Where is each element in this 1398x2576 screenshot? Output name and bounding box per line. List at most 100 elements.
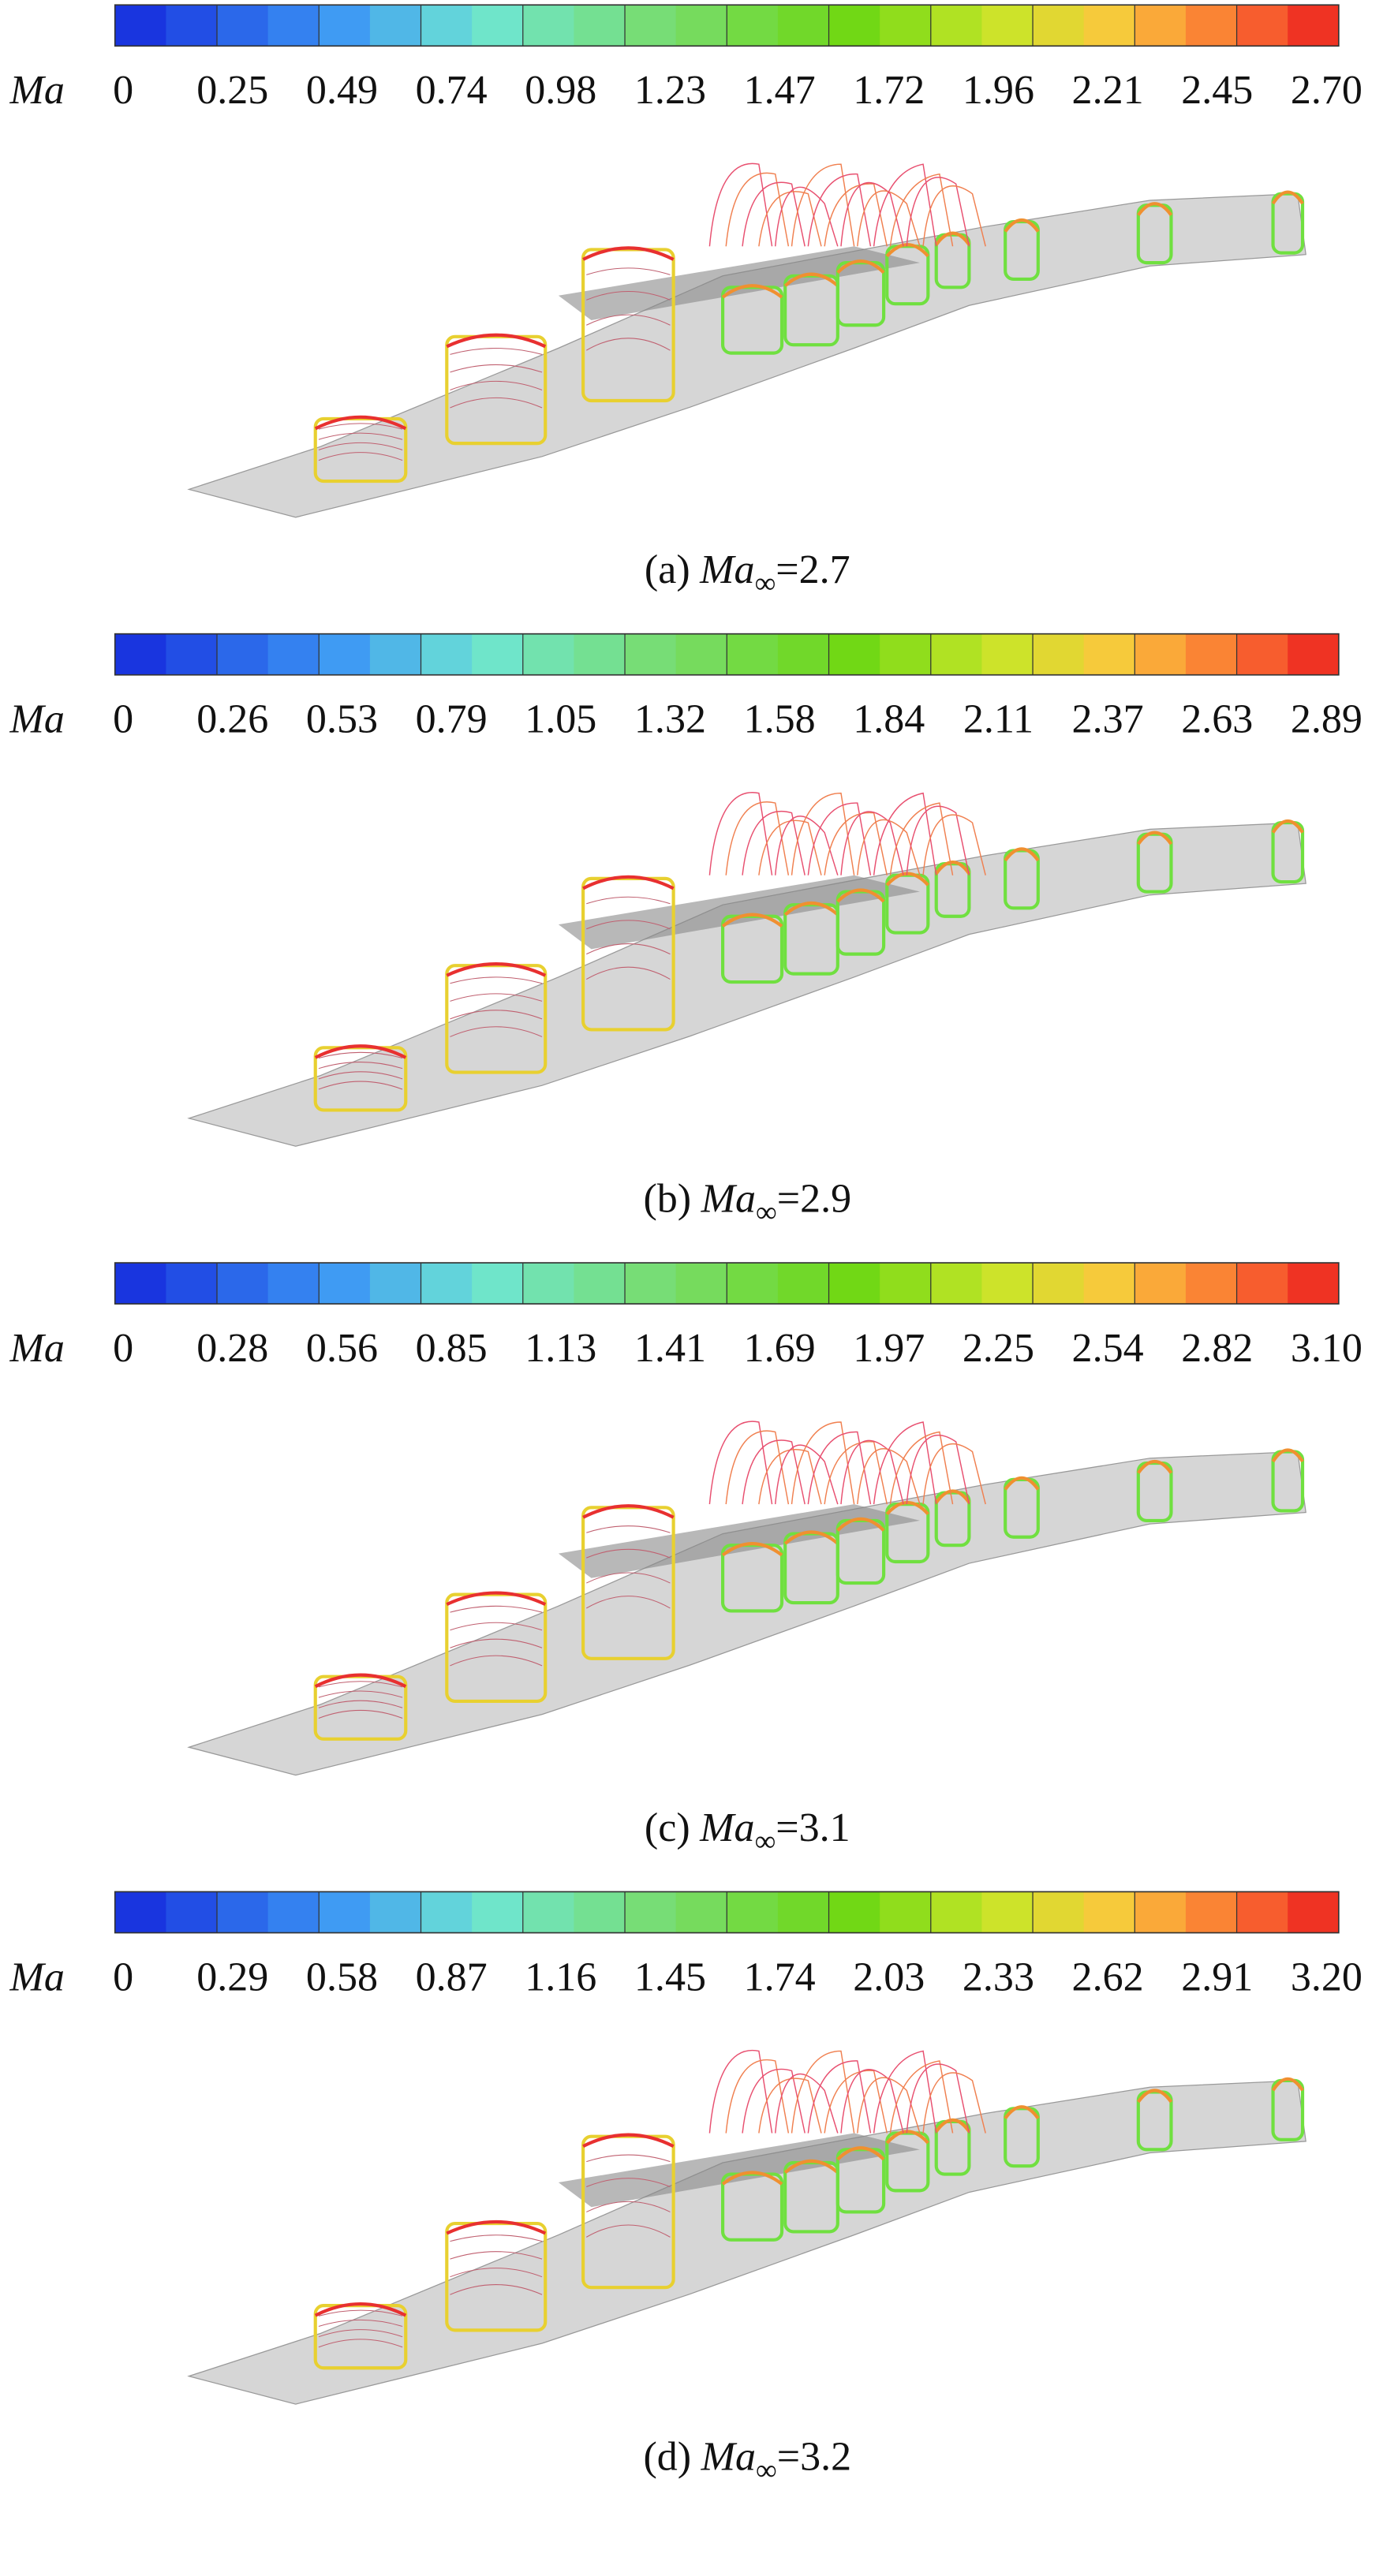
colorbar-band [369, 1891, 422, 1933]
colorbar-tick-label: 2.37 [1072, 697, 1144, 742]
section-top [1271, 1448, 1304, 1463]
streamline [922, 185, 986, 247]
streamline [922, 814, 986, 875]
streamline [725, 2059, 790, 2134]
section-top [935, 2118, 971, 2133]
colorbar-band [1134, 1263, 1187, 1305]
colorbar-band [166, 633, 218, 675]
colorbar-label: Ma [9, 697, 64, 742]
streamline [774, 1444, 839, 1505]
streamline [840, 1439, 904, 1505]
duct-body [187, 1450, 1306, 1776]
colorbar-band [319, 5, 371, 47]
colorbar-band [777, 5, 830, 47]
streamline [742, 811, 806, 875]
section-top [783, 272, 839, 287]
colorbar-band [675, 1891, 727, 1933]
colorbar-band [930, 1263, 983, 1305]
colorbar-band [1185, 5, 1238, 47]
contour [450, 397, 543, 409]
colorbar-band [166, 1891, 218, 1933]
caption-subscript: ∞ [755, 1825, 776, 1857]
section-top [885, 872, 929, 887]
contour [450, 1026, 543, 1037]
colorbar-band [421, 5, 473, 47]
section-top [885, 1501, 929, 1516]
section-top [885, 2130, 929, 2145]
streamline [725, 801, 790, 875]
section-top [314, 415, 407, 431]
colorbar-band [1083, 1891, 1135, 1933]
contour [318, 1062, 403, 1070]
colorbar-band [625, 633, 677, 675]
contour [586, 2201, 671, 2212]
colorbar-band [1033, 633, 1085, 675]
colorbar-band [727, 5, 779, 47]
contour [450, 2268, 543, 2278]
colorbar-band [675, 633, 727, 675]
colorbar-tick-label: 0.98 [525, 68, 596, 113]
contour [586, 1572, 671, 1584]
colorbar-band [319, 1891, 371, 1933]
colorbar-band [421, 1891, 473, 1933]
colorbar-band [472, 1263, 524, 1305]
colorbar-band [114, 1891, 166, 1933]
colorbar-label: Ma [9, 68, 64, 113]
colorbar-tick-label: 3.10 [1291, 1326, 1362, 1371]
colorbar-label: Ma [9, 1326, 64, 1371]
streamline [889, 173, 954, 247]
contour [450, 348, 543, 355]
contour [318, 2339, 403, 2348]
caption: (a) Ma∞=2.7 [645, 547, 850, 599]
colorbar-tick-label: 0 [113, 697, 133, 742]
contour [450, 2284, 543, 2295]
colorbar-band [930, 633, 983, 675]
colorbar-band [981, 1263, 1034, 1305]
duct-ramp [558, 1504, 920, 1578]
colorbar-band [828, 1891, 880, 1933]
contour [586, 943, 671, 955]
caption: (c) Ma∞=3.1 [645, 1805, 850, 1857]
section-top [446, 1591, 547, 1607]
colorbar-band [522, 1263, 575, 1305]
section-top [885, 243, 929, 258]
colorbar-tick-label: 1.23 [634, 68, 706, 113]
section-top [314, 1673, 407, 1689]
colorbar-band [574, 633, 626, 675]
contour [318, 432, 403, 440]
caption-value: =2.9 [777, 1177, 851, 1222]
streamline [758, 2078, 822, 2134]
section-outline [1271, 1450, 1305, 1513]
contour [318, 1681, 403, 1688]
section-top [1271, 2077, 1304, 2092]
contour [450, 380, 543, 390]
colorbar-band [267, 633, 320, 675]
contour [318, 2319, 403, 2327]
streamline [857, 2077, 921, 2134]
streamline [708, 792, 773, 875]
section-top [721, 284, 783, 299]
streamline [824, 183, 888, 247]
colorbar-frame [114, 1262, 1340, 1305]
streamline [873, 792, 937, 875]
contour [318, 1710, 403, 1719]
colorbar-band [1236, 633, 1288, 675]
colorbar-band [114, 633, 166, 675]
colorbar-band [421, 633, 473, 675]
colorbar-tick-label: 2.70 [1291, 68, 1362, 113]
contour [586, 2154, 671, 2163]
colorbar-tick-label: 0.58 [306, 1954, 378, 1999]
panel: Ma 0 0.29 0.58 0.87 1.16 1.45 1.74 2.03 2.33 2.62 2… [9, 1891, 1362, 2487]
colorbar-band [1185, 633, 1238, 675]
duct-body [187, 2080, 1306, 2405]
contour [450, 976, 543, 984]
colorbar-band [472, 5, 524, 47]
duct-ramp [558, 2133, 920, 2208]
duct-body [187, 822, 1306, 1147]
streamline [857, 1448, 921, 1505]
contour [586, 291, 671, 301]
colorbar-band [675, 5, 727, 47]
colorbar-tick-label: 1.97 [853, 1326, 925, 1371]
colorbar-tick-label: 1.45 [634, 1954, 706, 1999]
